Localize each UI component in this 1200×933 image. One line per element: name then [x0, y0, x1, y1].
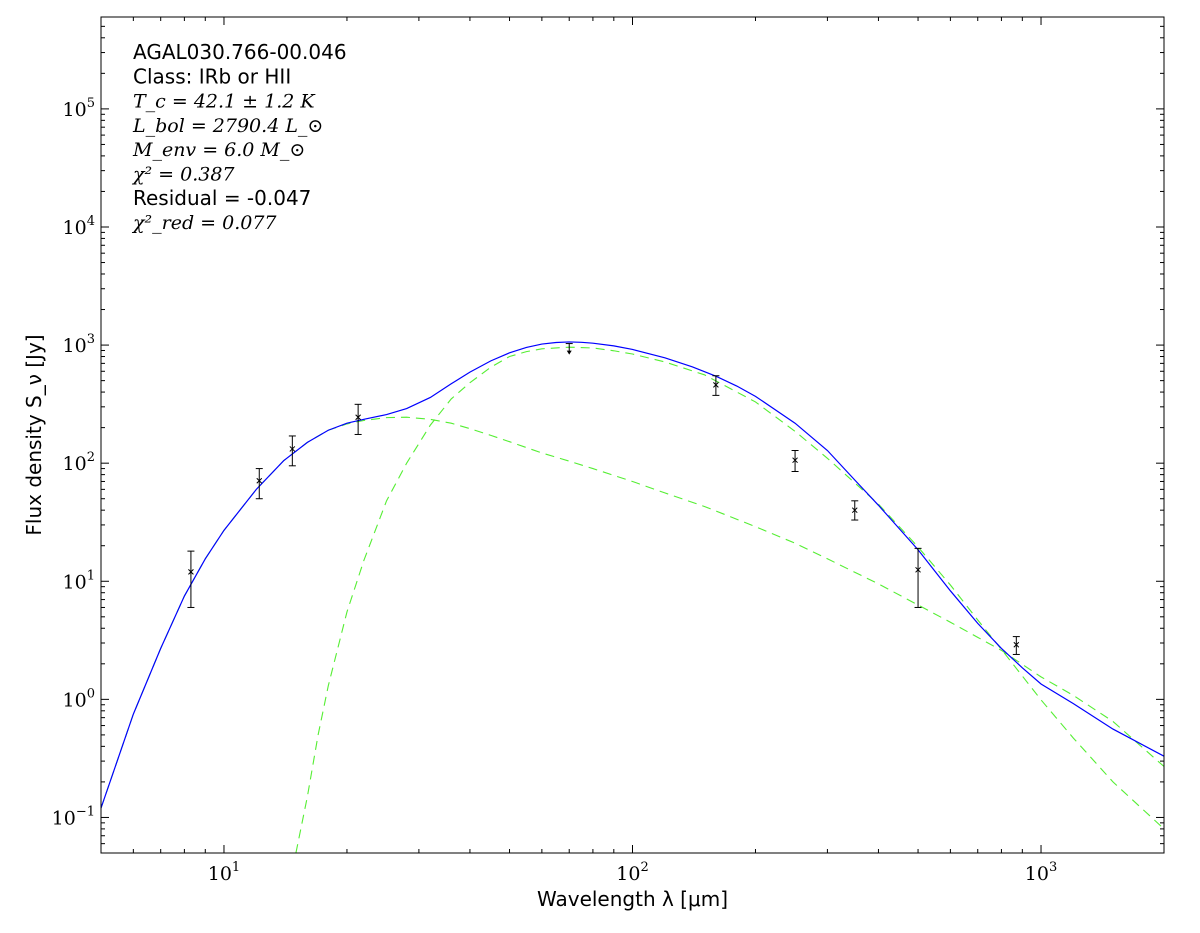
annotation-line-3: L_bol = 2790.4 L_⊙: [132, 115, 323, 137]
x-tick-label-exp: 1: [232, 860, 240, 875]
y-tick-label-base: 10: [63, 571, 87, 593]
x-tick-label-base: 10: [1025, 863, 1049, 885]
x-tick-label: 103: [1025, 860, 1057, 885]
data-point-4: [565, 343, 573, 355]
data-point-3: [354, 403, 362, 435]
annotation-line-0: AGAL030.766-00.046: [133, 40, 347, 64]
annotation-line-4: M_env = 6.0 M_⊙: [132, 139, 305, 161]
y-tick-label-exp: 0: [87, 686, 95, 701]
y-tick-label: 101: [63, 568, 95, 593]
y-tick-label: 103: [63, 332, 95, 357]
x-tick-label-base: 10: [616, 863, 640, 885]
annotation-line-2: T_c = 42.1 ± 1.2 K: [133, 91, 316, 113]
y-tick-label-base: 10: [63, 335, 87, 357]
annotation-line-6: Residual = -0.047: [133, 186, 311, 210]
y-tick-label: 104: [63, 214, 95, 239]
data-point-7: [851, 500, 859, 521]
y-tick-label-exp: 1: [87, 568, 95, 583]
y-tick-label-base: 10: [63, 217, 87, 239]
x-marker: [256, 477, 263, 484]
data-point-6: [791, 450, 799, 473]
data-point-0: [187, 550, 195, 608]
data-point-2: [288, 435, 296, 467]
y-tick-label-exp: 5: [87, 96, 95, 111]
component-model-curve-1: [101, 416, 1164, 809]
y-axis-label: Flux density S_ν [Jy]: [22, 334, 46, 535]
data-layer: [101, 341, 1164, 853]
x-axis-label: Wavelength λ [μm]: [537, 887, 728, 911]
upper-limit-arrow: [566, 350, 572, 355]
y-tick-label: 105: [63, 96, 95, 121]
x-tick-label-exp: 2: [640, 860, 648, 875]
x-marker: [851, 507, 858, 514]
data-point-8: [914, 547, 922, 608]
y-tick-label-exp: 3: [87, 332, 95, 347]
y-tick-label: 100: [63, 686, 95, 711]
y-tick-label: 10−1: [52, 804, 95, 829]
x-marker: [915, 566, 921, 573]
x-marker: [1013, 641, 1020, 648]
component-model-curve-2: [295, 346, 1164, 853]
x-marker: [188, 569, 194, 575]
x-tick-label: 101: [208, 860, 240, 885]
y-tick-label: 102: [63, 450, 95, 475]
y-tick-label-base: 10: [52, 807, 76, 829]
y-tick-label-exp: 4: [87, 214, 95, 229]
x-marker: [792, 457, 798, 464]
y-tick-label-base: 10: [63, 689, 87, 711]
data-point-1: [255, 468, 263, 500]
tick-layer: [100, 16, 1165, 854]
annotation-line-7: χ²_red = 0.077: [131, 212, 277, 234]
y-tick-label-exp: −1: [76, 804, 95, 819]
total-model-curve: [101, 341, 1164, 809]
y-tick-label-base: 10: [63, 99, 87, 121]
annotation-line-5: χ² = 0.387: [131, 164, 235, 186]
x-tick-label-exp: 3: [1049, 860, 1057, 875]
label-layer: Wavelength λ [μm] Flux density S_ν [Jy] …: [22, 96, 1057, 911]
x-marker: [355, 414, 361, 421]
x-marker: [713, 382, 719, 388]
data-point-9: [1012, 636, 1020, 655]
x-tick-label-base: 10: [208, 863, 232, 885]
y-tick-label-base: 10: [63, 453, 87, 475]
y-tick-label-exp: 2: [87, 450, 95, 465]
annotation-line-1: Class: IRb or HII: [133, 64, 291, 88]
x-tick-label: 102: [616, 860, 648, 885]
data-point-5: [712, 375, 720, 396]
x-marker: [289, 446, 296, 452]
